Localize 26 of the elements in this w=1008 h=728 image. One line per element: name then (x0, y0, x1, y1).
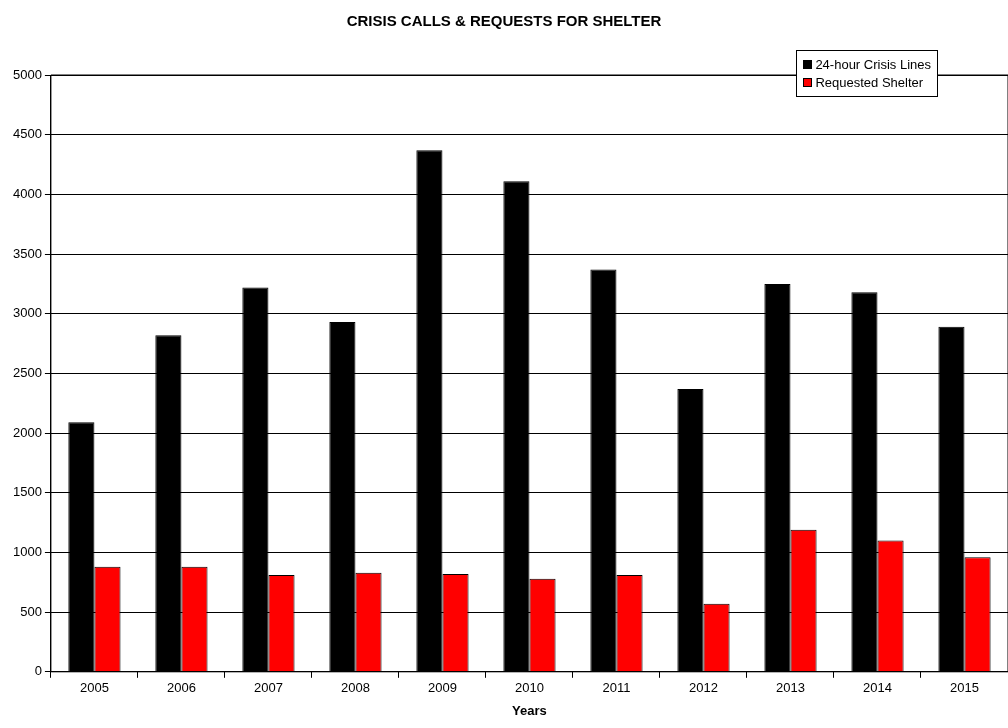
x-tick-label: 2010 (515, 680, 544, 696)
y-tick-label: 0 (34, 663, 42, 679)
legend-label: 24-hour Crisis Lines (815, 57, 931, 72)
x-tick-label: 2009 (427, 680, 457, 696)
x-tick-label: 2007 (253, 680, 283, 696)
y-tick-label: 5000 (13, 66, 42, 82)
y-tick-label: 4000 (13, 185, 42, 201)
y-tick-label: 500 (20, 603, 42, 619)
x-tick-label: 2014 (863, 680, 892, 696)
x-tick-label: 2008 (340, 680, 370, 696)
y-tick-label: 2500 (13, 364, 42, 380)
y-tick-label: 3500 (13, 245, 42, 261)
x-axis-title: Years (512, 702, 547, 718)
y-tick-label: 4500 (13, 126, 42, 142)
x-tick-label: 2011 (602, 680, 631, 696)
legend-label: Requested Shelter (815, 75, 924, 90)
x-tick-label: 2006 (166, 680, 196, 696)
x-tick-label: 2013 (776, 680, 805, 696)
y-tick-label: 3000 (13, 305, 42, 321)
x-tick-label: 2005 (79, 680, 109, 696)
x-tick-label: 2012 (689, 680, 718, 696)
y-tick-label: 1500 (13, 484, 42, 500)
chart-title: CRISIS CALLS & REQUESTS FOR SHELTER (345, 12, 663, 29)
y-tick-label: 2000 (13, 424, 42, 440)
x-tick-label: 2015 (950, 680, 979, 696)
y-tick-label: 1000 (13, 544, 42, 560)
